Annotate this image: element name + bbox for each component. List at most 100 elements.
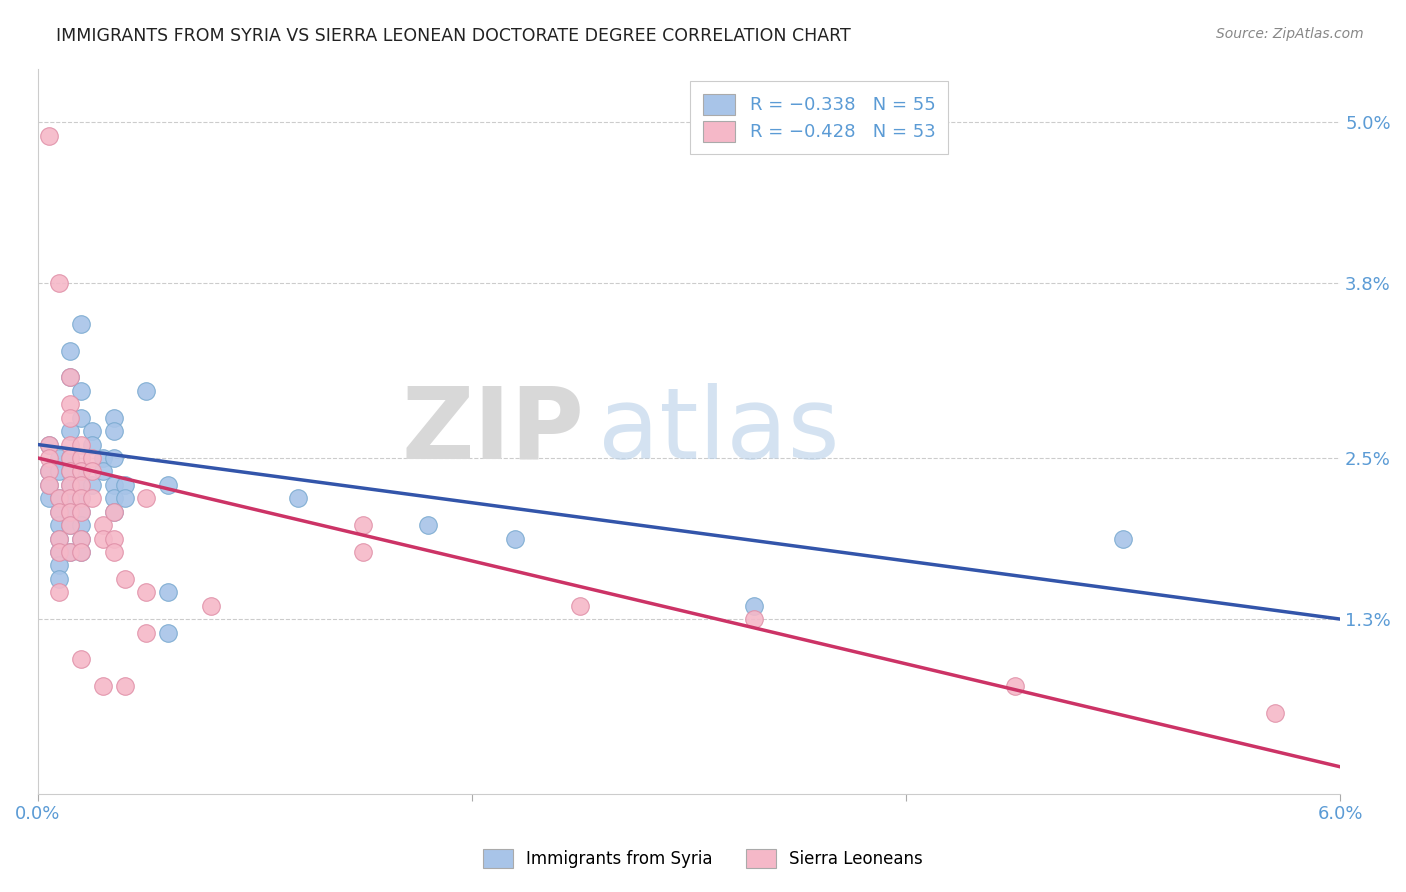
Point: [48, 505, 70, 519]
Point: [70, 464, 93, 478]
Point: [70, 518, 93, 533]
Point: [70, 545, 93, 559]
Text: atlas: atlas: [598, 383, 839, 480]
Point: [114, 572, 136, 586]
Point: [156, 585, 179, 599]
Point: [103, 491, 125, 506]
Point: [418, 518, 440, 533]
Point: [59, 478, 82, 492]
Point: [59, 505, 82, 519]
Point: [48, 277, 70, 291]
Point: [38, 464, 60, 478]
Point: [59, 410, 82, 425]
Point: [70, 384, 93, 398]
Point: [48, 518, 70, 533]
Point: [59, 505, 82, 519]
Point: [59, 424, 82, 438]
Point: [70, 545, 93, 559]
Point: [70, 505, 93, 519]
Point: [48, 450, 70, 465]
Point: [742, 599, 765, 613]
Point: [91, 679, 114, 693]
Point: [103, 505, 125, 519]
Point: [91, 450, 114, 465]
Point: [38, 464, 60, 478]
Point: [48, 545, 70, 559]
Point: [70, 437, 93, 451]
Point: [1112, 532, 1135, 546]
Point: [38, 450, 60, 465]
Point: [80, 424, 103, 438]
Point: [70, 532, 93, 546]
Text: Source: ZipAtlas.com: Source: ZipAtlas.com: [1216, 27, 1364, 41]
Point: [569, 599, 592, 613]
Point: [1264, 706, 1286, 720]
Point: [59, 491, 82, 506]
Point: [59, 370, 82, 384]
Point: [59, 518, 82, 533]
Point: [156, 625, 179, 640]
Point: [70, 491, 93, 506]
Point: [287, 491, 309, 506]
Point: [80, 491, 103, 506]
Point: [38, 437, 60, 451]
Point: [59, 464, 82, 478]
Legend: Immigrants from Syria, Sierra Leoneans: Immigrants from Syria, Sierra Leoneans: [477, 842, 929, 875]
Point: [91, 518, 114, 533]
Point: [70, 505, 93, 519]
Point: [80, 450, 103, 465]
Point: [91, 464, 114, 478]
Point: [135, 585, 157, 599]
Point: [59, 478, 82, 492]
Point: [48, 491, 70, 506]
Point: [103, 410, 125, 425]
Point: [91, 532, 114, 546]
Point: [59, 491, 82, 506]
Point: [48, 572, 70, 586]
Point: [103, 505, 125, 519]
Point: [59, 343, 82, 358]
Point: [135, 491, 157, 506]
Point: [103, 478, 125, 492]
Point: [59, 545, 82, 559]
Point: [352, 545, 374, 559]
Point: [70, 532, 93, 546]
Point: [59, 450, 82, 465]
Point: [70, 450, 93, 465]
Point: [48, 558, 70, 573]
Point: [70, 491, 93, 506]
Point: [38, 491, 60, 506]
Point: [48, 545, 70, 559]
Point: [38, 478, 60, 492]
Point: [48, 464, 70, 478]
Point: [135, 384, 157, 398]
Text: ZIP: ZIP: [402, 383, 585, 480]
Point: [59, 518, 82, 533]
Point: [103, 545, 125, 559]
Point: [103, 424, 125, 438]
Point: [352, 518, 374, 533]
Point: [48, 532, 70, 546]
Point: [59, 545, 82, 559]
Point: [70, 478, 93, 492]
Point: [59, 450, 82, 465]
Point: [70, 464, 93, 478]
Point: [80, 464, 103, 478]
Point: [38, 478, 60, 492]
Point: [48, 491, 70, 506]
Point: [135, 625, 157, 640]
Point: [114, 679, 136, 693]
Point: [742, 612, 765, 626]
Point: [200, 599, 222, 613]
Point: [59, 437, 82, 451]
Point: [103, 450, 125, 465]
Point: [503, 532, 526, 546]
Legend: R = −0.338   N = 55, R = −0.428   N = 53: R = −0.338 N = 55, R = −0.428 N = 53: [690, 81, 948, 154]
Point: [48, 585, 70, 599]
Point: [70, 652, 93, 666]
Point: [48, 532, 70, 546]
Point: [80, 478, 103, 492]
Point: [80, 437, 103, 451]
Point: [70, 410, 93, 425]
Point: [156, 478, 179, 492]
